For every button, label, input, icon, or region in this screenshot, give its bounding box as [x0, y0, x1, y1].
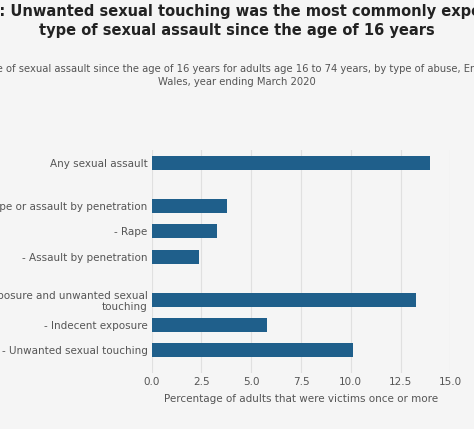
Text: Figure 3: Unwanted sexual touching was the most commonly experienced
type of sex: Figure 3: Unwanted sexual touching was t… [0, 4, 474, 38]
Bar [152, 224, 218, 238]
X-axis label: Percentage of adults that were victims once or more: Percentage of adults that were victims o… [164, 394, 438, 405]
Bar [152, 344, 353, 357]
Text: Prevalence of sexual assault since the age of 16 years for adults age 16 to 74 y: Prevalence of sexual assault since the a… [0, 64, 474, 87]
Bar [152, 156, 430, 170]
Bar [152, 318, 267, 332]
Bar [152, 250, 200, 263]
Bar [152, 199, 228, 213]
Bar [152, 293, 417, 307]
